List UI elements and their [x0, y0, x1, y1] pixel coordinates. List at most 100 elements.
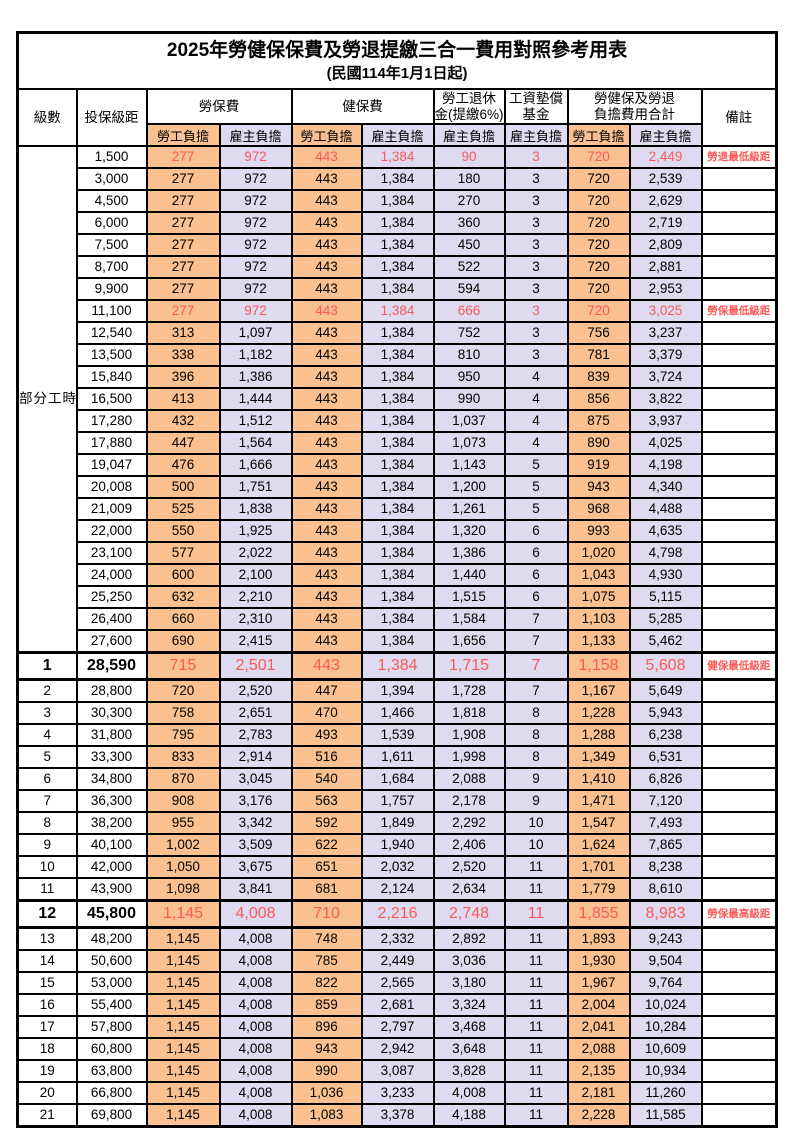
cell-wage-fund-employer: 7	[503, 607, 569, 631]
cell-note	[700, 343, 778, 367]
pension-line2: 金(提繳6%)	[434, 106, 504, 122]
cell-health-employee: 443	[290, 431, 363, 455]
table-row: 15 53,000 1,145 4,008 822 2,565 3,180 11 1,967 9,…	[16, 971, 778, 995]
table-row: 2 28,800 720 2,520 447 1,394 1,728 7 1,167 5,649	[16, 678, 778, 703]
cell-total-employer: 2,953	[628, 277, 703, 301]
cell-level: 8	[16, 811, 78, 835]
cell-note	[700, 519, 778, 543]
cell-health-employee: 651	[290, 855, 363, 879]
cell-health-employer: 1,384	[360, 255, 435, 279]
cell-health-employee: 540	[290, 767, 363, 791]
cell-health-employer: 2,332	[360, 926, 435, 951]
cell-wage-fund-employer: 4	[503, 431, 569, 455]
cell-labor-employee: 660	[145, 607, 221, 631]
cell-labor-employee: 1,098	[145, 877, 221, 902]
cell-health-employee: 443	[290, 365, 363, 389]
cell-wage-fund-employer: 8	[503, 723, 569, 747]
cell-note	[700, 409, 778, 433]
cell-health-employer: 1,384	[360, 167, 435, 191]
cell-total-employer: 3,237	[628, 321, 703, 345]
cell-health-employer: 1,384	[360, 563, 435, 587]
cell-pension-employer: 1,143	[432, 453, 506, 477]
cell-health-employer: 3,233	[360, 1081, 435, 1105]
cell-labor-employer: 2,520	[218, 678, 293, 703]
cell-pension-employer: 2,748	[432, 899, 506, 929]
cell-health-employee: 443	[290, 343, 363, 367]
cell-wage-fund-employer: 11	[503, 949, 569, 973]
cell-total-employee: 1,967	[566, 971, 631, 995]
cell-level: 13	[16, 926, 78, 951]
cell-health-employer: 2,681	[360, 993, 435, 1017]
table-row: 23,100 577 2,022 443 1,384 1,386 6 1,020 4,798	[18, 541, 778, 565]
cell-health-employee: 447	[290, 678, 363, 703]
table-row: 19,047 476 1,666 443 1,384 1,143 5 919 4,198	[18, 453, 778, 477]
table-row: 6 34,800 870 3,045 540 1,684 2,088 9 1,410 6,826	[16, 767, 778, 791]
subheader-pension-employer: 雇主負擔	[432, 123, 506, 147]
cell-pension-employer: 4,188	[432, 1103, 506, 1128]
cell-health-employer: 1,384	[360, 189, 435, 213]
cell-total-employer: 6,238	[628, 723, 703, 747]
table-row: 9 40,100 1,002 3,509 622 1,940 2,406 10 1,624 7,8…	[16, 833, 778, 857]
cell-wage-fund-employer: 11	[503, 1059, 569, 1083]
cell-health-employee: 563	[290, 789, 363, 813]
cell-health-employer: 1,384	[360, 497, 435, 521]
cell-labor-employee: 1,145	[145, 899, 221, 929]
cell-wage-fund-employer: 4	[503, 409, 569, 433]
cell-pension-employer: 1,073	[432, 431, 506, 455]
cell-note	[700, 453, 778, 477]
cell-labor-employer: 4,008	[218, 1015, 293, 1039]
cell-health-employee: 1,036	[290, 1081, 363, 1105]
cell-pension-employer: 1,515	[432, 585, 506, 609]
cell-wage-fund-employer: 11	[503, 971, 569, 995]
cell-pension-employer: 666	[432, 299, 506, 323]
cell-wage-fund-employer: 11	[503, 1103, 569, 1128]
cell-labor-employee: 476	[145, 453, 221, 477]
cell-bracket: 12,540	[75, 321, 148, 345]
cell-labor-employer: 2,022	[218, 541, 293, 565]
part-time-label: 部分工時	[16, 145, 78, 654]
cell-health-employer: 1,384	[360, 365, 435, 389]
cell-labor-employee: 1,145	[145, 971, 221, 995]
cell-bracket: 24,000	[75, 563, 148, 587]
cell-health-employee: 443	[290, 211, 363, 235]
cell-labor-employee: 870	[145, 767, 221, 791]
cell-labor-employee: 277	[145, 145, 221, 169]
cell-health-employee: 443	[290, 167, 363, 191]
cell-labor-employer: 4,008	[218, 899, 293, 929]
cell-bracket: 16,500	[75, 387, 148, 411]
cell-pension-employer: 3,468	[432, 1015, 506, 1039]
cell-labor-employer: 2,415	[218, 629, 293, 654]
cell-level: 11	[16, 877, 78, 902]
cell-total-employee: 756	[566, 321, 631, 345]
cell-labor-employer: 1,564	[218, 431, 293, 455]
cell-bracket: 13,500	[75, 343, 148, 367]
cell-pension-employer: 1,584	[432, 607, 506, 631]
cell-labor-employee: 833	[145, 745, 221, 769]
title-row: 2025年勞健保保費及勞退提繳三合一費用對照參考用表 (民國114年1月1日起)	[16, 31, 778, 90]
cell-bracket: 4,500	[75, 189, 148, 213]
cell-health-employee: 470	[290, 701, 363, 725]
cell-wage-fund-employer: 11	[503, 926, 569, 951]
cell-note	[700, 277, 778, 301]
cell-wage-fund-employer: 10	[503, 833, 569, 857]
cell-pension-employer: 180	[432, 167, 506, 191]
cell-total-employer: 2,449	[628, 145, 703, 169]
cell-labor-employer: 4,008	[218, 949, 293, 973]
cell-labor-employee: 600	[145, 563, 221, 587]
cell-health-employee: 443	[290, 277, 363, 301]
cell-health-employee: 859	[290, 993, 363, 1017]
table-row: 9,900 277 972 443 1,384 594 3 720 2,953	[18, 277, 778, 301]
cell-note	[700, 189, 778, 213]
table-row: 13,500 338 1,182 443 1,384 810 3 781 3,379	[18, 343, 778, 367]
cell-total-employee: 839	[566, 365, 631, 389]
cell-bracket: 34,800	[75, 767, 148, 791]
cell-pension-employer: 950	[432, 365, 506, 389]
table-row: 15,840 396 1,386 443 1,384 950 4 839 3,724	[18, 365, 778, 389]
cell-total-employee: 2,228	[566, 1103, 631, 1128]
cell-total-employer: 4,798	[628, 541, 703, 565]
col-header-total: 勞健保及勞退 負擔費用合計	[566, 88, 703, 125]
cell-health-employer: 1,384	[360, 453, 435, 477]
cell-wage-fund-employer: 3	[503, 277, 569, 301]
cell-health-employer: 1,384	[360, 387, 435, 411]
cell-total-employer: 11,260	[628, 1081, 703, 1105]
